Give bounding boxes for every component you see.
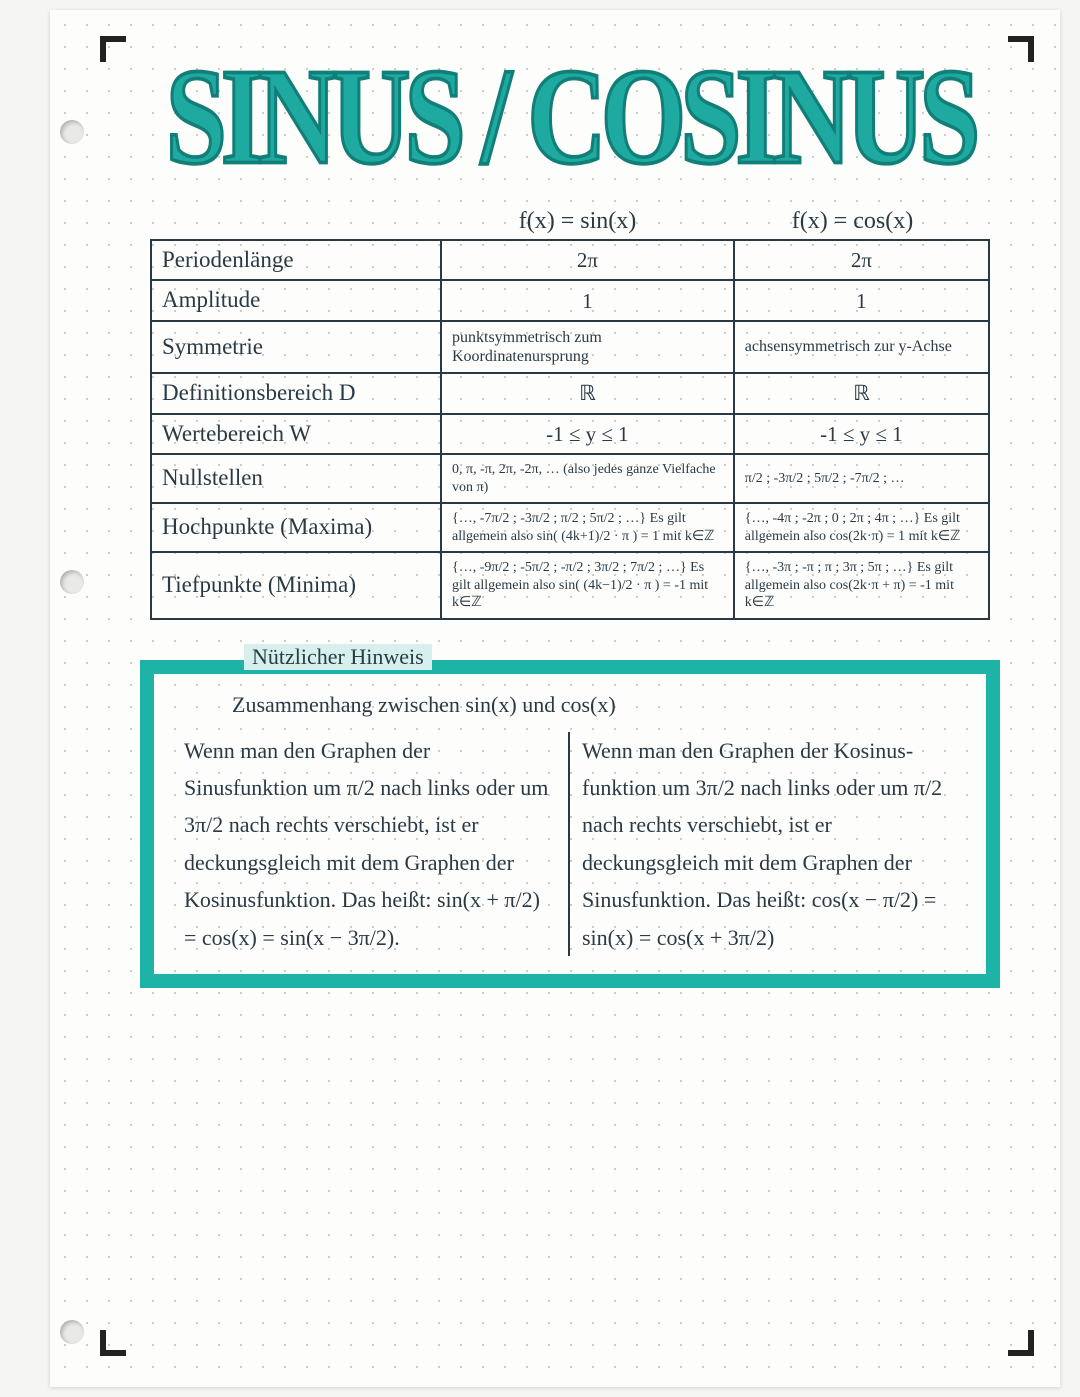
row-label: Definitionsbereich D: [151, 373, 441, 413]
table-row: Symmetriepunktsymmetrisch zum Koordinate…: [151, 321, 989, 373]
table-row: Hochpunkte (Maxima){…, -7π/2 ; -3π/2 ; π…: [151, 503, 989, 552]
table-row: Periodenlänge2π2π: [151, 240, 989, 280]
hint-subtitle: Zusammenhang zwischen sin(x) und cos(x): [232, 692, 968, 718]
page-title: SINUS / COSINUS: [120, 40, 1020, 228]
cell-cos: π/2 ; -3π/2 ; 5π/2 ; -7π/2 ; …: [734, 454, 989, 503]
punch-hole: [60, 570, 84, 594]
cell-cos: {…, -4π ; -2π ; 0 ; 2π ; 4π ; …} Es gilt…: [734, 503, 989, 552]
properties-table: Periodenlänge2π2πAmplitude11Symmetriepun…: [150, 239, 990, 620]
hint-box: Nützlicher Hinweis Zusammenhang zwischen…: [140, 660, 1000, 988]
cell-sin: {…, -9π/2 ; -5π/2 ; -π/2 ; 3π/2 ; 7π/2 ;…: [441, 552, 734, 619]
hint-right: Wenn man den Graphen der Kosinus-funktio…: [570, 732, 968, 956]
table-row: Tiefpunkte (Minima){…, -9π/2 ; -5π/2 ; -…: [151, 552, 989, 619]
cell-sin: punktsymmetrisch zum Koordinatenursprung: [441, 321, 734, 373]
row-label: Tiefpunkte (Minima): [151, 552, 441, 619]
paper-sheet: SINUS / COSINUS f(x) = sin(x) f(x) = cos…: [50, 10, 1060, 1387]
cell-cos: 2π: [734, 240, 989, 280]
punch-hole: [60, 1320, 84, 1344]
corner-mark-icon: [1008, 36, 1034, 62]
row-label: Amplitude: [151, 280, 441, 320]
row-label: Nullstellen: [151, 454, 441, 503]
hint-label: Nützlicher Hinweis: [244, 644, 432, 670]
table-row: Definitionsbereich Dℝℝ: [151, 373, 989, 413]
cell-sin: -1 ≤ y ≤ 1: [441, 414, 734, 454]
punch-hole: [60, 120, 84, 144]
cell-cos: achsensymmetrisch zur y-Achse: [734, 321, 989, 373]
table-row: Nullstellen0, π, -π, 2π, -2π, … (also je…: [151, 454, 989, 503]
corner-mark-icon: [100, 36, 126, 62]
cell-sin: 2π: [441, 240, 734, 280]
corner-mark-icon: [1008, 1330, 1034, 1356]
cell-sin: 1: [441, 280, 734, 320]
row-label: Hochpunkte (Maxima): [151, 503, 441, 552]
hint-left: Wenn man den Graphen der Sinusfunktion u…: [172, 732, 570, 956]
corner-mark-icon: [100, 1330, 126, 1356]
cell-cos: {…, -3π ; -π ; π ; 3π ; 5π ; …} Es gilt …: [734, 552, 989, 619]
table-row: Wertebereich W-1 ≤ y ≤ 1-1 ≤ y ≤ 1: [151, 414, 989, 454]
cell-cos: 1: [734, 280, 989, 320]
cell-cos: -1 ≤ y ≤ 1: [734, 414, 989, 454]
table-row: Amplitude11: [151, 280, 989, 320]
cell-sin: 0, π, -π, 2π, -2π, … (also jedes ganze V…: [441, 454, 734, 503]
row-label: Wertebereich W: [151, 414, 441, 454]
row-label: Symmetrie: [151, 321, 441, 373]
cell-cos: ℝ: [734, 373, 989, 413]
row-label: Periodenlänge: [151, 240, 441, 280]
cell-sin: {…, -7π/2 ; -3π/2 ; π/2 ; 5π/2 ; …} Es g…: [441, 503, 734, 552]
cell-sin: ℝ: [441, 373, 734, 413]
